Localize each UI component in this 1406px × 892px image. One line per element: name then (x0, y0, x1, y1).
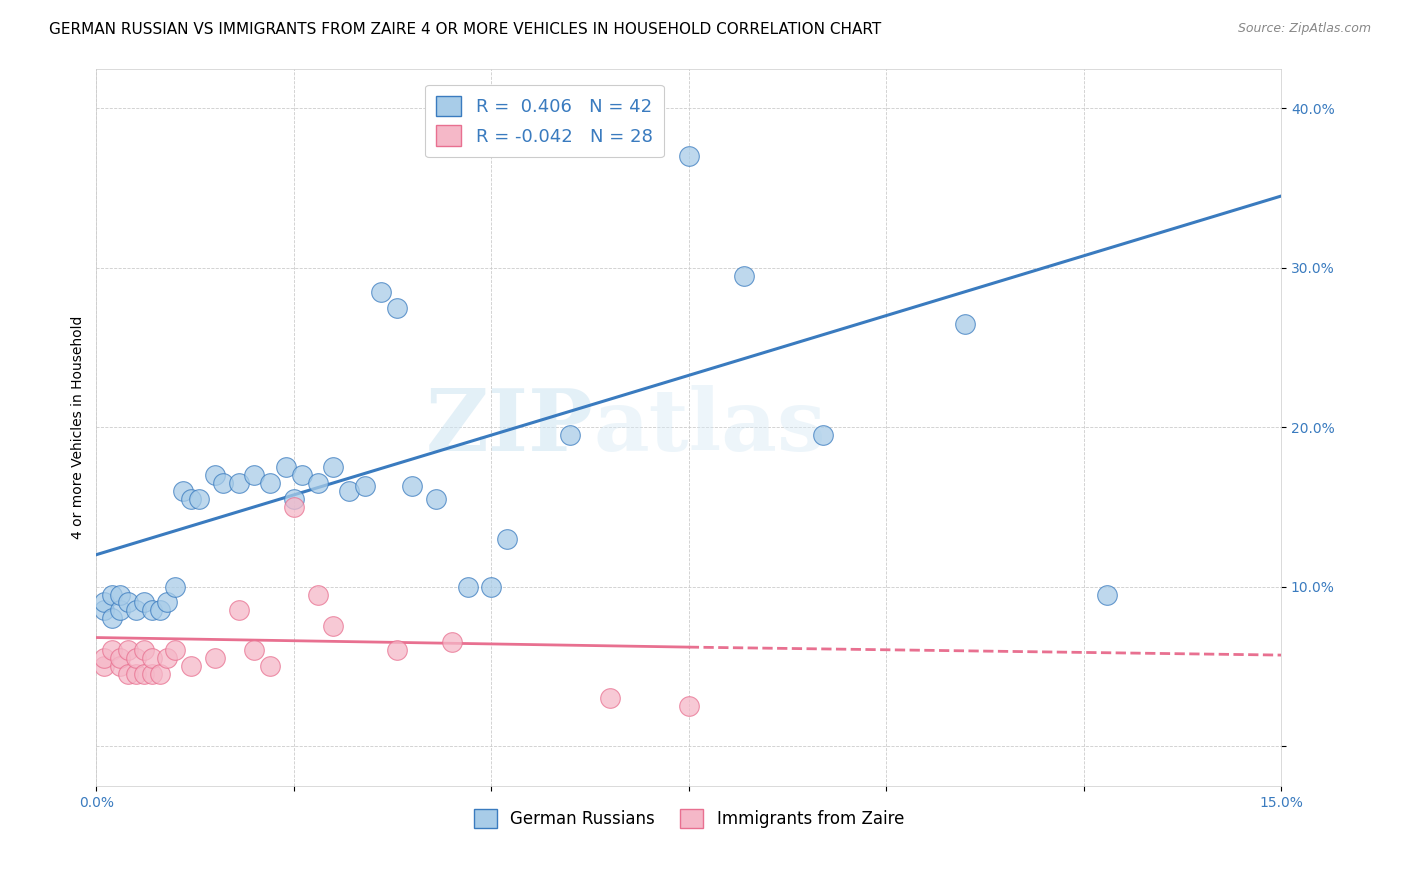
Point (479, 580, 502, 594)
Point (204, 467, 226, 482)
Point (108, 587, 131, 601)
Point (101, 643, 124, 657)
Point (259, 475, 281, 490)
Point (496, 532, 519, 546)
Point (291, 467, 314, 482)
Text: Source: ZipAtlas.com: Source: ZipAtlas.com (1237, 22, 1371, 36)
Point (733, 268, 755, 283)
Point (337, 483, 360, 498)
Point (93, 659, 115, 673)
Point (425, 491, 447, 506)
Point (354, 479, 377, 493)
Point (180, 491, 202, 506)
Point (93, 651, 115, 665)
Point (283, 500, 305, 514)
Point (117, 667, 139, 681)
Legend: German Russians, Immigrants from Zaire: German Russians, Immigrants from Zaire (467, 802, 911, 835)
Point (93, 603, 115, 617)
Point (132, 595, 155, 609)
Point (125, 603, 148, 617)
Point (307, 587, 329, 601)
Point (274, 460, 297, 475)
Point (165, 580, 187, 594)
Point (172, 483, 194, 498)
Point (560, 428, 582, 442)
Point (148, 603, 170, 617)
Point (188, 491, 211, 506)
Point (228, 475, 250, 490)
Point (117, 595, 139, 609)
Point (228, 603, 250, 617)
Point (108, 603, 131, 617)
Point (101, 587, 124, 601)
Point (117, 643, 139, 657)
Point (204, 651, 226, 665)
Point (678, 699, 700, 714)
Text: GERMAN RUSSIAN VS IMMIGRANTS FROM ZAIRE 4 OR MORE VEHICLES IN HOUSEHOLD CORRELAT: GERMAN RUSSIAN VS IMMIGRANTS FROM ZAIRE … (49, 22, 882, 37)
Point (125, 651, 148, 665)
Point (93, 595, 115, 609)
Point (259, 659, 281, 673)
Text: atlas: atlas (593, 385, 827, 469)
Point (156, 651, 179, 665)
Point (599, 691, 621, 706)
Point (101, 611, 124, 625)
Point (401, 479, 423, 493)
Point (148, 667, 170, 681)
Point (1097, 587, 1119, 601)
Point (108, 651, 131, 665)
Text: ZIP: ZIP (426, 385, 593, 469)
Point (370, 285, 392, 299)
Point (322, 619, 344, 633)
Point (180, 659, 202, 673)
Y-axis label: 4 or more Vehicles in Household: 4 or more Vehicles in Household (72, 316, 86, 539)
Point (457, 580, 479, 594)
Point (108, 659, 131, 673)
Point (125, 667, 148, 681)
Point (132, 643, 155, 657)
Point (811, 428, 834, 442)
Point (307, 475, 329, 490)
Point (385, 643, 408, 657)
Point (141, 603, 163, 617)
Point (156, 595, 179, 609)
Point (211, 475, 233, 490)
Point (283, 491, 305, 506)
Point (141, 667, 163, 681)
Point (599, 101, 621, 115)
Point (141, 651, 163, 665)
Point (322, 460, 344, 475)
Point (243, 467, 266, 482)
Point (678, 149, 700, 163)
Point (165, 643, 187, 657)
Point (132, 667, 155, 681)
Point (440, 635, 463, 649)
Point (385, 301, 408, 315)
Point (953, 317, 976, 331)
Point (243, 643, 266, 657)
